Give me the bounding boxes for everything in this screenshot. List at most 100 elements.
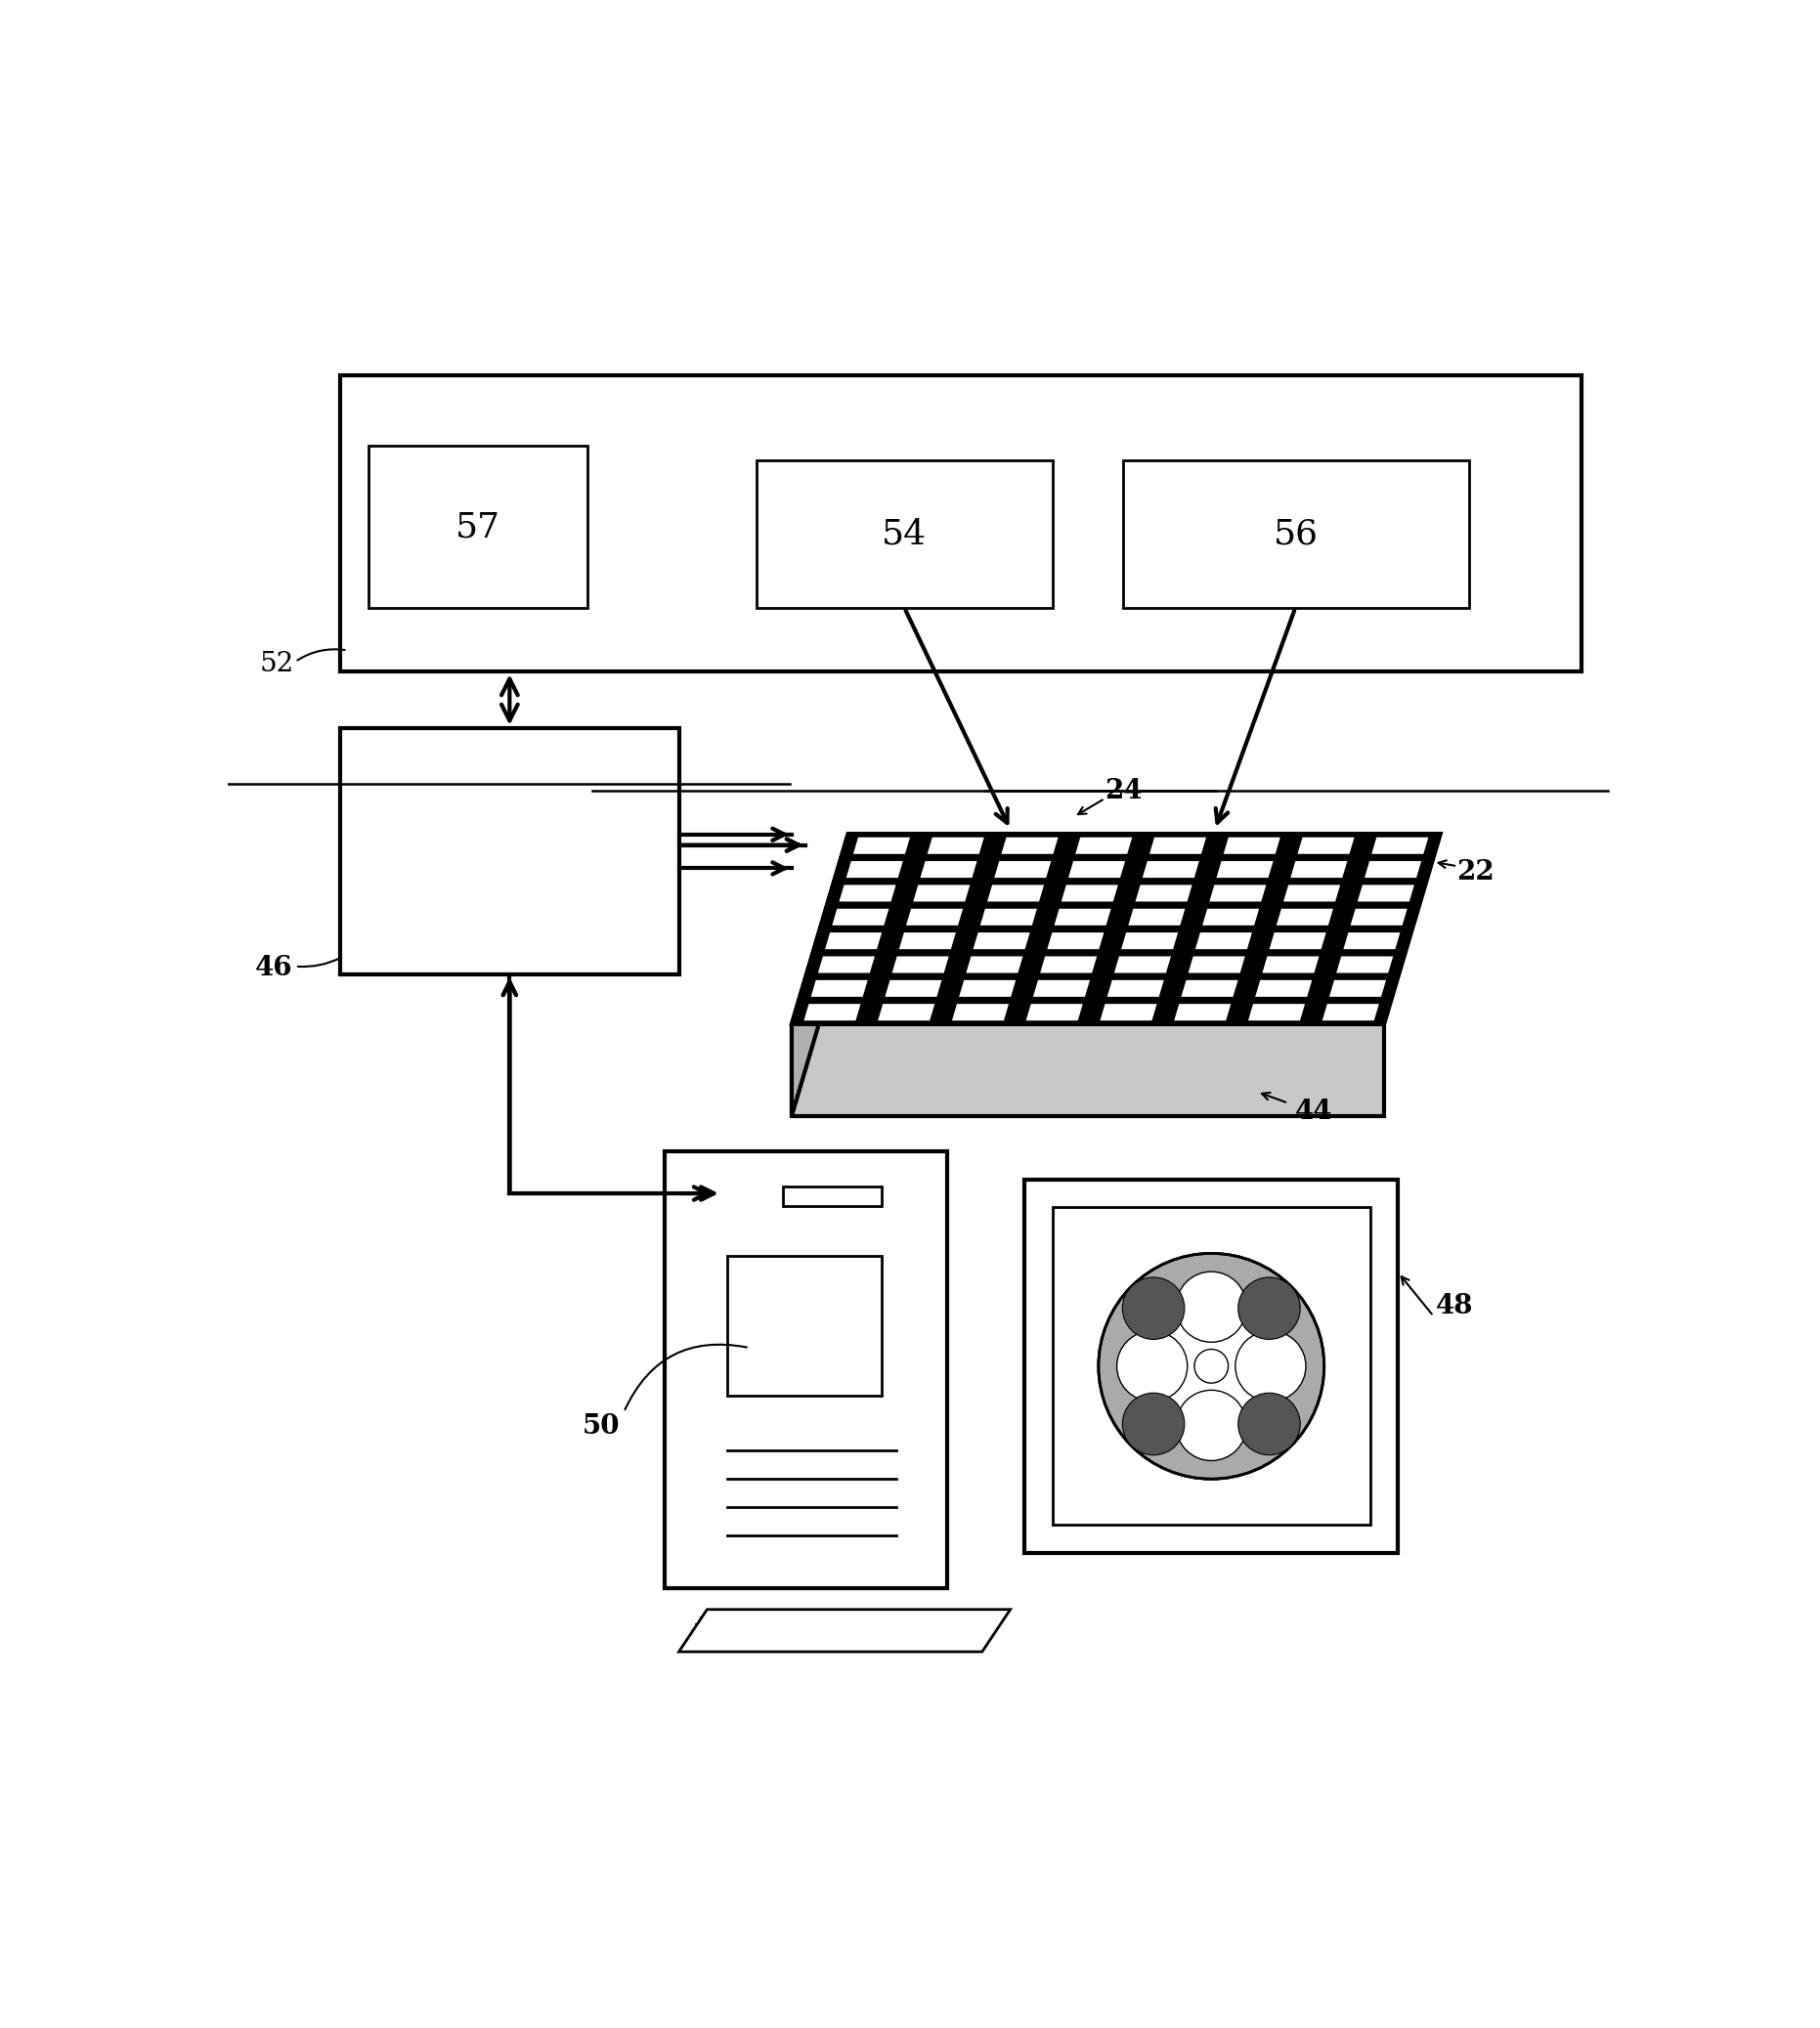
Polygon shape [974,933,1030,949]
Polygon shape [1121,933,1178,949]
Polygon shape [1365,862,1421,878]
Polygon shape [1196,933,1252,949]
Polygon shape [1114,957,1170,973]
Polygon shape [1208,884,1267,902]
Polygon shape [1061,884,1117,902]
Polygon shape [1076,838,1132,854]
Circle shape [1236,1330,1305,1401]
Bar [1052,1207,1370,1525]
Polygon shape [1181,980,1238,998]
Polygon shape [1039,957,1097,973]
Text: 46: 46 [255,955,293,982]
Polygon shape [921,862,977,878]
Polygon shape [817,957,875,973]
Polygon shape [1188,957,1245,973]
Bar [368,446,588,608]
Circle shape [1238,1393,1299,1454]
Polygon shape [1336,957,1392,973]
Polygon shape [877,1004,935,1020]
Bar [340,728,679,975]
Polygon shape [1136,884,1192,902]
Polygon shape [885,980,941,998]
Polygon shape [1107,980,1165,998]
Text: 52: 52 [260,651,295,677]
Circle shape [1176,1389,1247,1460]
Text: 56: 56 [1274,517,1318,552]
Polygon shape [966,957,1023,973]
Bar [726,1255,883,1395]
Text: 44: 44 [1294,1099,1332,1126]
Polygon shape [1216,862,1274,878]
Polygon shape [892,957,948,973]
Text: 57: 57 [455,511,501,544]
Polygon shape [839,884,895,902]
Circle shape [1099,1253,1325,1478]
Polygon shape [792,834,1441,1024]
Circle shape [1176,1272,1247,1343]
Circle shape [1194,1349,1228,1383]
Polygon shape [812,980,868,998]
Circle shape [1123,1278,1185,1338]
Circle shape [1238,1278,1299,1338]
Circle shape [1123,1393,1185,1454]
Polygon shape [1099,1004,1158,1020]
Polygon shape [906,909,963,925]
Polygon shape [952,1004,1008,1020]
Polygon shape [1143,862,1199,878]
Bar [1025,1178,1398,1553]
Polygon shape [679,1610,1010,1651]
Circle shape [1117,1330,1187,1401]
Polygon shape [1249,1004,1305,1020]
Polygon shape [1026,1004,1083,1020]
Text: 24: 24 [1105,779,1141,805]
Polygon shape [1068,862,1125,878]
Polygon shape [792,834,1441,1024]
Polygon shape [1269,933,1327,949]
Polygon shape [986,884,1045,902]
Polygon shape [1329,980,1387,998]
Polygon shape [1054,909,1110,925]
Polygon shape [1263,957,1319,973]
Polygon shape [1321,1004,1380,1020]
Polygon shape [926,838,985,854]
Bar [1123,460,1469,608]
Polygon shape [1283,884,1340,902]
Polygon shape [899,933,956,949]
Bar [783,1186,883,1207]
Polygon shape [1034,980,1090,998]
Polygon shape [1150,838,1207,854]
Polygon shape [1358,884,1414,902]
Polygon shape [832,909,888,925]
Polygon shape [994,862,1052,878]
Polygon shape [1223,838,1279,854]
Text: 54: 54 [883,517,926,552]
Bar [664,1152,946,1588]
Polygon shape [914,884,970,902]
Polygon shape [1350,909,1407,925]
Polygon shape [1343,933,1400,949]
Polygon shape [1276,909,1334,925]
Bar [757,460,1052,608]
Polygon shape [1203,909,1259,925]
Polygon shape [959,980,1016,998]
Polygon shape [981,909,1037,925]
Polygon shape [1174,1004,1230,1020]
Text: 48: 48 [1436,1294,1474,1320]
Polygon shape [1001,838,1057,854]
Text: 22: 22 [1456,858,1494,884]
Polygon shape [846,862,903,878]
Polygon shape [804,1004,861,1020]
Polygon shape [854,838,910,854]
Polygon shape [1298,838,1354,854]
Polygon shape [1046,933,1105,949]
Bar [340,375,1582,671]
Polygon shape [792,834,848,1115]
Polygon shape [1128,909,1185,925]
Polygon shape [792,1024,1383,1115]
Polygon shape [1256,980,1312,998]
Text: 50: 50 [582,1414,621,1440]
Polygon shape [1290,862,1347,878]
Polygon shape [1372,838,1429,854]
Polygon shape [824,933,883,949]
Circle shape [1134,1288,1289,1444]
